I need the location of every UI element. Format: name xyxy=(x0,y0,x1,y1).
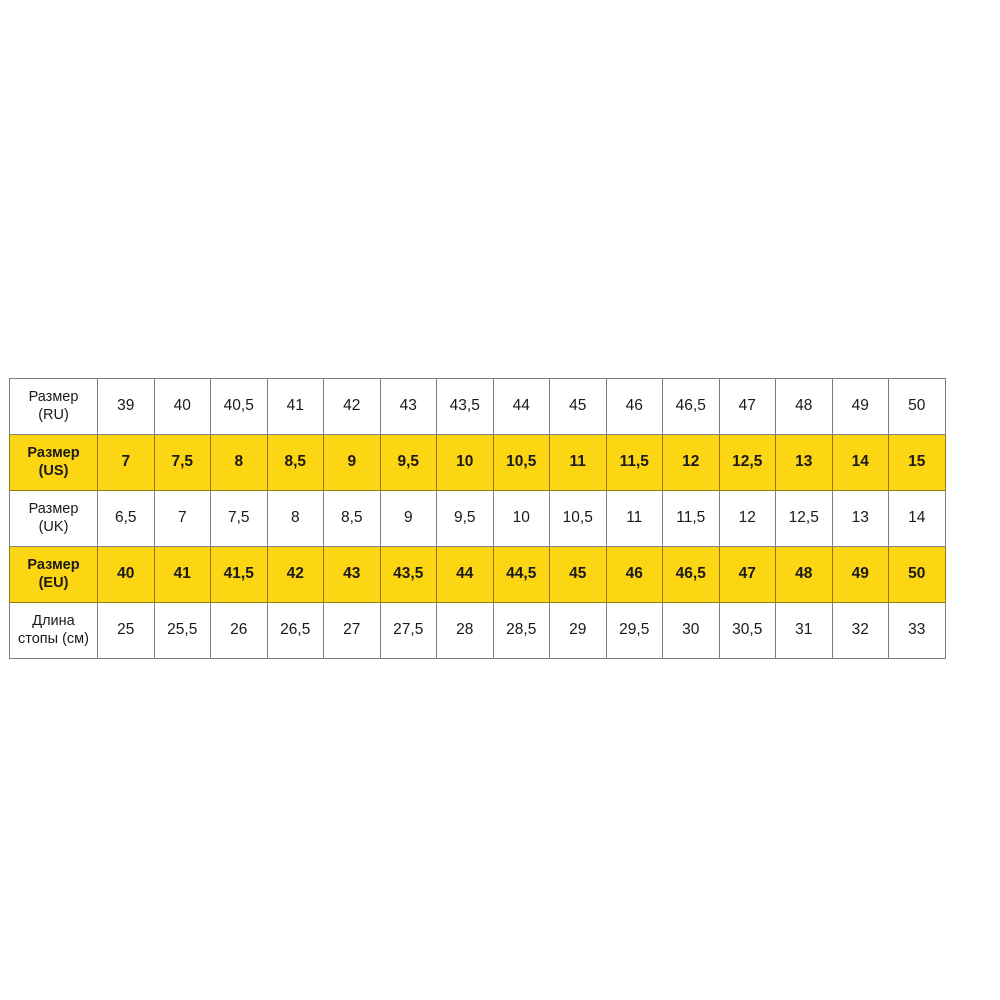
cell-foot-length-4: 27 xyxy=(323,602,381,659)
row-label-line2: (UK) xyxy=(38,518,69,535)
cell-uk-4: 8,5 xyxy=(323,490,381,547)
cell-uk-7: 10 xyxy=(492,490,550,547)
cell-us-4: 9 xyxy=(323,434,381,491)
cell-eu-7: 44,5 xyxy=(492,546,550,603)
cell-uk-5: 9 xyxy=(379,490,437,547)
cell-uk-6: 9,5 xyxy=(436,490,494,547)
cell-foot-length-14: 33 xyxy=(888,602,946,659)
cell-us-9: 11,5 xyxy=(605,434,663,491)
cell-us-5: 9,5 xyxy=(379,434,437,491)
cell-eu-9: 46 xyxy=(605,546,663,603)
cell-foot-length-2: 26 xyxy=(210,602,268,659)
cell-eu-3: 42 xyxy=(266,546,324,603)
cell-uk-10: 11,5 xyxy=(662,490,720,547)
cell-uk-0: 6,5 xyxy=(97,490,155,547)
cell-foot-length-1: 25,5 xyxy=(153,602,211,659)
size-chart-container: Размер (RU) 39 40 40,5 41 42 43 43,5 44 45 46 46,5 47… xyxy=(9,378,946,659)
row-label-us: Размер (US) xyxy=(9,434,98,491)
cell-uk-8: 10,5 xyxy=(549,490,607,547)
cell-uk-2: 7,5 xyxy=(210,490,268,547)
row-label-uk: Размер (UK) xyxy=(9,490,98,547)
row-label-line1: Размер xyxy=(27,444,80,461)
cell-eu-11: 47 xyxy=(718,546,776,603)
row-label-line2: (RU) xyxy=(38,406,69,423)
cell-uk-12: 12,5 xyxy=(775,490,833,547)
cell-us-1: 7,5 xyxy=(153,434,211,491)
cell-eu-2: 41,5 xyxy=(210,546,268,603)
cell-eu-4: 43 xyxy=(323,546,381,603)
table-row: Размер (UK) 6,5 7 7,5 8 8,5 9 9,5 10 10,5 11 11,5 12 1… xyxy=(9,490,946,547)
cell-ru-0: 39 xyxy=(97,378,155,435)
cell-eu-8: 45 xyxy=(549,546,607,603)
table-body: Размер (RU) 39 40 40,5 41 42 43 43,5 44 45 46 46,5 47… xyxy=(9,378,946,659)
cell-us-12: 13 xyxy=(775,434,833,491)
cell-uk-1: 7 xyxy=(153,490,211,547)
cell-uk-14: 14 xyxy=(888,490,946,547)
cell-foot-length-9: 29,5 xyxy=(605,602,663,659)
cell-foot-length-8: 29 xyxy=(549,602,607,659)
row-label-eu: Размер (EU) xyxy=(9,546,98,603)
cell-us-11: 12,5 xyxy=(718,434,776,491)
cell-foot-length-5: 27,5 xyxy=(379,602,437,659)
cell-eu-5: 43,5 xyxy=(379,546,437,603)
cell-ru-4: 42 xyxy=(323,378,381,435)
row-label-ru: Размер (RU) xyxy=(9,378,98,435)
cell-eu-1: 41 xyxy=(153,546,211,603)
cell-foot-length-6: 28 xyxy=(436,602,494,659)
row-label-line2: стопы (см) xyxy=(18,630,89,647)
cell-ru-14: 50 xyxy=(888,378,946,435)
cell-ru-12: 48 xyxy=(775,378,833,435)
table-row: Размер (EU) 40 41 41,5 42 43 43,5 44 44,5 45 46 46,5… xyxy=(9,546,946,603)
cell-eu-14: 50 xyxy=(888,546,946,603)
cell-eu-12: 48 xyxy=(775,546,833,603)
row-label-foot-length: Длина стопы (см) xyxy=(9,602,98,659)
cell-eu-10: 46,5 xyxy=(662,546,720,603)
cell-us-8: 11 xyxy=(549,434,607,491)
row-label-line2: (US) xyxy=(38,462,69,479)
cell-ru-1: 40 xyxy=(153,378,211,435)
cell-us-13: 14 xyxy=(831,434,889,491)
row-label-line1: Длина xyxy=(32,612,75,629)
cell-uk-3: 8 xyxy=(266,490,324,547)
cell-ru-5: 43 xyxy=(379,378,437,435)
cell-ru-6: 43,5 xyxy=(436,378,494,435)
cell-foot-length-13: 32 xyxy=(831,602,889,659)
cell-us-2: 8 xyxy=(210,434,268,491)
cell-eu-13: 49 xyxy=(831,546,889,603)
table-row: Размер (US) 7 7,5 8 8,5 9 9,5 10 10,5 11 11,5 12 12,5… xyxy=(9,434,946,491)
row-label-line1: Размер xyxy=(28,500,79,517)
cell-ru-2: 40,5 xyxy=(210,378,268,435)
cell-foot-length-3: 26,5 xyxy=(266,602,324,659)
cell-ru-9: 46 xyxy=(605,378,663,435)
cell-us-14: 15 xyxy=(888,434,946,491)
cell-foot-length-0: 25 xyxy=(97,602,155,659)
cell-ru-10: 46,5 xyxy=(662,378,720,435)
cell-us-6: 10 xyxy=(436,434,494,491)
shoe-size-conversion-table: Размер (RU) 39 40 40,5 41 42 43 43,5 44 45 46 46,5 47… xyxy=(9,378,946,659)
cell-uk-11: 12 xyxy=(718,490,776,547)
cell-us-3: 8,5 xyxy=(266,434,324,491)
cell-eu-0: 40 xyxy=(97,546,155,603)
cell-ru-8: 45 xyxy=(549,378,607,435)
cell-foot-length-10: 30 xyxy=(662,602,720,659)
cell-foot-length-12: 31 xyxy=(775,602,833,659)
cell-us-7: 10,5 xyxy=(492,434,550,491)
cell-foot-length-11: 30,5 xyxy=(718,602,776,659)
cell-ru-3: 41 xyxy=(266,378,324,435)
cell-ru-7: 44 xyxy=(492,378,550,435)
cell-uk-9: 11 xyxy=(605,490,663,547)
row-label-line1: Размер xyxy=(27,556,80,573)
row-label-line1: Размер xyxy=(28,388,79,405)
cell-us-0: 7 xyxy=(97,434,155,491)
cell-eu-6: 44 xyxy=(436,546,494,603)
table-row: Размер (RU) 39 40 40,5 41 42 43 43,5 44 45 46 46,5 47… xyxy=(9,378,946,435)
cell-ru-13: 49 xyxy=(831,378,889,435)
cell-uk-13: 13 xyxy=(831,490,889,547)
table-row: Длина стопы (см) 25 25,5 26 26,5 27 27,5 28 28,5 2… xyxy=(9,602,946,659)
cell-ru-11: 47 xyxy=(718,378,776,435)
row-label-line2: (EU) xyxy=(38,574,69,591)
cell-us-10: 12 xyxy=(662,434,720,491)
cell-foot-length-7: 28,5 xyxy=(492,602,550,659)
